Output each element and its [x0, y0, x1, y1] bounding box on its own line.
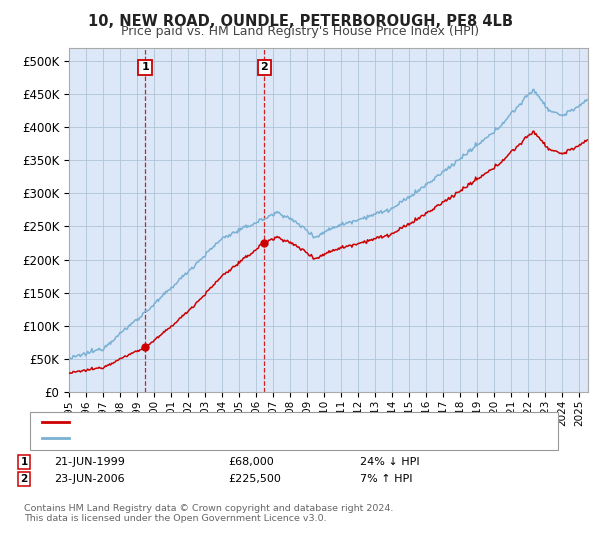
Text: 21-JUN-1999: 21-JUN-1999	[54, 457, 125, 467]
Text: 1: 1	[141, 63, 149, 72]
Text: HPI: Average price, detached house, North Northamptonshire: HPI: Average price, detached house, Nort…	[73, 433, 409, 444]
Text: Price paid vs. HM Land Registry's House Price Index (HPI): Price paid vs. HM Land Registry's House …	[121, 25, 479, 38]
Text: 7% ↑ HPI: 7% ↑ HPI	[360, 474, 413, 484]
Text: 1: 1	[20, 457, 28, 467]
Text: Contains HM Land Registry data © Crown copyright and database right 2024.
This d: Contains HM Land Registry data © Crown c…	[24, 504, 394, 524]
Text: 23-JUN-2006: 23-JUN-2006	[54, 474, 125, 484]
Text: £225,500: £225,500	[228, 474, 281, 484]
Text: 2: 2	[260, 63, 268, 72]
Text: £68,000: £68,000	[228, 457, 274, 467]
Text: 2: 2	[20, 474, 28, 484]
Text: 24% ↓ HPI: 24% ↓ HPI	[360, 457, 419, 467]
Text: 10, NEW ROAD, OUNDLE, PETERBOROUGH, PE8 4LB (detached house): 10, NEW ROAD, OUNDLE, PETERBOROUGH, PE8 …	[73, 417, 458, 427]
Text: 10, NEW ROAD, OUNDLE, PETERBOROUGH, PE8 4LB: 10, NEW ROAD, OUNDLE, PETERBOROUGH, PE8 …	[88, 14, 512, 29]
